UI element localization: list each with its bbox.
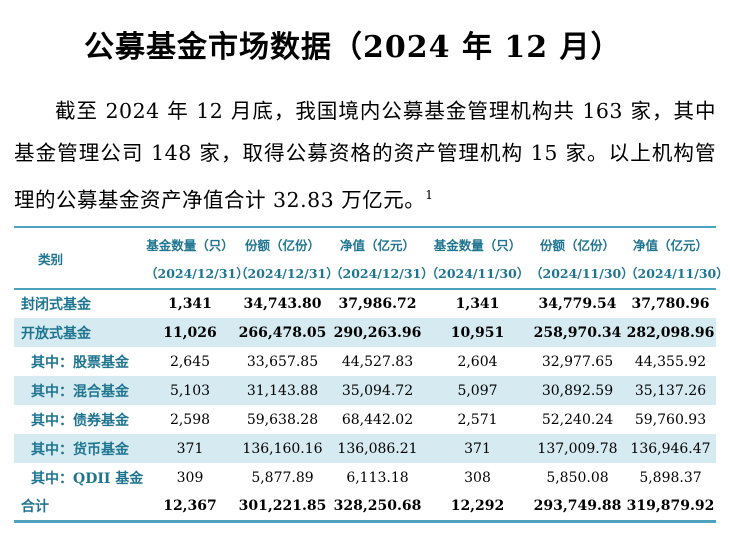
intro-paragraph: 截至 2024 年 12 月底，我国境内公募基金管理机构共 163 家，其中基金… (14, 90, 716, 221)
header-row: 类别 基金数量（只） （2024/12/31） 份额（亿份） （2024/12/… (14, 226, 729, 290)
cell-value: 301,221.85 (235, 492, 330, 523)
cell-value: 30,892.59 (541, 382, 614, 399)
cell-value: 6,113.18 (346, 469, 409, 486)
cell-value: 59,638.28 (246, 411, 319, 428)
table-row-bond-funds: 其中：债券基金 2,598 59,638.28 68,442.02 2,571 … (14, 405, 716, 434)
column-header-category: 类别 (14, 226, 145, 290)
column-label: 份额（亿份） (244, 237, 320, 253)
cell-value: 31,143.88 (246, 382, 319, 399)
fund-market-data-table: 类别 基金数量（只） （2024/12/31） 份额（亿份） （2024/12/… (14, 226, 729, 523)
cell-value: 11,026 (163, 324, 217, 341)
cell-value: 1,341 (455, 296, 500, 312)
row-category: 其中：混合基金 (31, 383, 129, 400)
column-label: 基金数量（只） (146, 237, 234, 253)
cell-value: 34,743.80 (243, 296, 322, 312)
cell-value: 293,749.88 (530, 492, 625, 523)
column-header-fund-count-nov: 基金数量（只） （2024/11/30） (425, 226, 530, 290)
column-header-shares-dec: 份额（亿份） （2024/12/31） (235, 226, 339, 290)
cell-value: 1,341 (168, 296, 212, 312)
intro-text: 截至 2024 年 12 月底，我国境内公募基金管理机构共 163 家，其中基金… (14, 99, 716, 212)
column-period: （2024/12/31） (235, 265, 339, 281)
column-period: （2024/12/31） (145, 265, 249, 281)
cell-value: 12,292 (425, 492, 530, 523)
column-period: （2024/12/31） (330, 265, 434, 281)
column-label: 净值（亿元） (632, 237, 708, 253)
cell-value: 282,098.96 (626, 324, 715, 341)
cell-value: 5,850.08 (546, 469, 609, 486)
page-title: 公募基金市场数据（2024 年 12 月） (84, 30, 622, 65)
cell-value: 258,970.34 (533, 324, 622, 341)
table-row-qdii-funds: 其中：QDII 基金 309 5,877.89 6,113.18 308 5,8… (14, 463, 716, 492)
column-header-fund-count-dec: 基金数量（只） （2024/12/31） (145, 226, 249, 290)
cell-value: 2,604 (457, 353, 498, 370)
cell-value: 59,760.93 (634, 411, 707, 428)
row-category: 开放式基金 (21, 325, 91, 342)
row-category: 合计 (14, 492, 145, 523)
table-row-equity-funds: 其中：股票基金 2,645 33,657.85 44,527.83 2,604 … (14, 347, 716, 376)
table-row-hybrid-funds: 其中：混合基金 5,103 31,143.88 35,094.72 5,097 … (14, 376, 716, 405)
cell-value: 33,657.85 (246, 353, 319, 370)
cell-value: 5,097 (457, 382, 498, 399)
table-header: 类别 基金数量（只） （2024/12/31） 份额（亿份） （2024/12/… (14, 226, 729, 290)
cell-value: 2,571 (457, 411, 498, 428)
cell-value: 37,780.96 (631, 296, 710, 312)
row-category: 其中：QDII 基金 (31, 470, 144, 487)
column-header-nav-nov: 净值（亿元） （2024/11/30） (625, 226, 729, 290)
cell-value: 328,250.68 (330, 492, 425, 523)
table-body: 封闭式基金 1,341 34,743.80 37,986.72 1,341 34… (14, 289, 716, 523)
cell-value: 5,877.89 (251, 469, 314, 486)
cell-value: 371 (176, 440, 204, 457)
cell-value: 34,779.54 (538, 296, 617, 312)
column-label: 基金数量（只） (433, 237, 522, 253)
footnote-reference: 1 (425, 188, 433, 202)
cell-value: 44,355.92 (634, 353, 707, 370)
cell-value: 2,645 (169, 353, 211, 370)
table-row-money-market-funds: 其中：货币基金 371 136,160.16 136,086.21 371 13… (14, 434, 716, 463)
cell-value: 5,898.37 (639, 469, 702, 486)
cell-value: 137,009.78 (537, 440, 618, 457)
cell-value: 136,086.21 (337, 440, 418, 457)
cell-value: 68,442.02 (341, 411, 414, 428)
cell-value: 37,986.72 (338, 296, 417, 312)
cell-value: 371 (464, 440, 491, 457)
cell-value: 136,160.16 (242, 440, 323, 457)
table-row-closed-end-funds: 封闭式基金 1,341 34,743.80 37,986.72 1,341 34… (14, 289, 716, 318)
cell-value: 52,240.24 (541, 411, 614, 428)
column-header-nav-dec: 净值（亿元） （2024/12/31） (330, 226, 434, 290)
column-label: 份额（亿份） (539, 237, 615, 253)
row-category: 其中：股票基金 (31, 354, 129, 371)
cell-value: 5,103 (169, 382, 211, 399)
cell-value: 12,367 (145, 492, 235, 523)
column-label: 净值（亿元） (339, 237, 415, 253)
cell-value: 35,094.72 (341, 382, 414, 399)
cell-value: 136,946.47 (630, 440, 711, 457)
column-period: （2024/11/30） (625, 265, 729, 281)
cell-value: 44,527.83 (341, 353, 414, 370)
cell-value: 309 (176, 469, 204, 486)
cell-value: 10,951 (450, 324, 505, 341)
cell-value: 266,478.05 (238, 324, 327, 341)
cell-value: 2,598 (169, 411, 211, 428)
table-row-total: 合计 12,367 301,221.85 328,250.68 12,292 2… (14, 492, 716, 523)
cell-value: 308 (464, 469, 491, 486)
row-category: 封闭式基金 (21, 297, 91, 313)
row-category: 其中：货币基金 (31, 441, 129, 458)
column-period: （2024/11/30） (425, 265, 530, 281)
column-header-shares-nov: 份额（亿份） （2024/11/30） (530, 226, 634, 290)
cell-value: 290,263.96 (333, 324, 422, 341)
row-category: 其中：债券基金 (31, 412, 129, 429)
cell-value: 35,137.26 (634, 382, 707, 399)
cell-value: 319,879.92 (625, 492, 716, 523)
table-row-open-end-funds: 开放式基金 11,026 266,478.05 290,263.96 10,95… (14, 318, 716, 347)
cell-value: 32,977.65 (541, 353, 614, 370)
column-period: （2024/11/30） (530, 265, 634, 281)
